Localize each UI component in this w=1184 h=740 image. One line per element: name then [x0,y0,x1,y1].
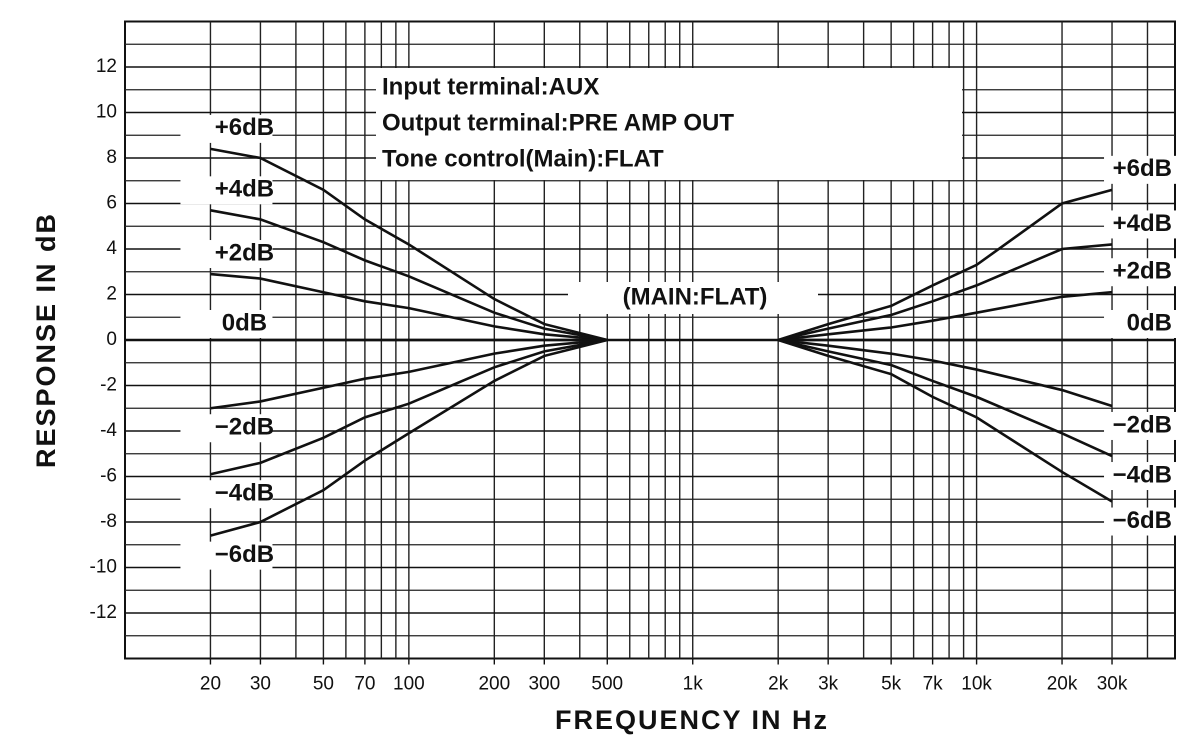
label-bg [1104,411,1184,440]
curve-label: −2dB [215,414,274,441]
label-bg [1104,155,1184,184]
annotation: Output terminal:PRE AMP OUT [382,109,734,136]
y-tick-label: -2 [100,375,117,396]
label-bg [180,176,273,205]
x-tick-label: 30 [250,674,271,695]
response-curve [778,290,1113,342]
x-tick-label: 70 [354,674,375,695]
y-tick-label: 2 [106,284,117,305]
label-bg [180,414,273,443]
label-bg [180,310,273,338]
label-bg [180,114,273,143]
response-curve [777,243,1113,342]
curve-label: 0dB [222,309,267,336]
y-tick-label: -8 [100,511,117,532]
x-tick-label: 2k [768,674,789,695]
x-axis-label: FREQUENCY IN Hz [555,705,829,735]
x-tick-label: 7k [923,674,944,695]
y-tick-label: 4 [106,238,117,259]
label-bg [1104,210,1184,239]
curve-label: +6dB [215,114,274,141]
label-bg [180,240,273,269]
curve-label: +2dB [215,239,274,266]
y-tick-label: -12 [90,602,117,623]
curve-label: −6dB [215,541,274,568]
response-curve [210,338,608,410]
y-tick-label: 0 [106,329,117,350]
label-bg [1104,507,1184,536]
annotation: Input terminal:AUX [382,73,599,100]
annotation: Tone control(Main):FLAT [382,145,664,172]
x-tick-label: 30k [1097,674,1128,695]
x-tick-label: 3k [818,674,839,695]
x-tick-label: 50 [313,674,334,695]
response-curve [210,338,608,537]
x-tick-label: 100 [393,674,425,695]
annotation-box [376,68,962,180]
response-curve [778,338,1113,408]
y-tick-label: 8 [106,147,117,168]
response-curve [777,338,1113,458]
y-tick-label: -4 [100,420,117,441]
label-bg [180,541,273,570]
x-tick-label: 5k [881,674,902,695]
y-tick-label: 6 [106,193,117,214]
y-tick-label: 12 [96,56,117,77]
curve-label: +6dB [1113,155,1172,182]
x-tick-label: 20 [200,674,221,695]
x-tick-label: 200 [478,674,510,695]
label-bg [180,480,273,509]
response-curve [210,338,608,476]
curve-label: −2dB [1113,411,1172,438]
curve-label: 0dB [1127,309,1172,336]
curve-label: −4dB [215,480,274,507]
x-tick-label: 10k [961,674,992,695]
response-curve [210,147,608,342]
x-tick-label: 500 [591,674,623,695]
response-curve [210,209,608,342]
annotation-box [568,282,818,314]
annotation: (MAIN:FLAT) [623,283,768,310]
response-curve [777,188,1113,342]
label-bg [1104,258,1184,287]
y-tick-label: 10 [96,102,117,123]
y-tick-label: -6 [100,466,117,487]
label-bg [1104,462,1184,491]
curve-label: +2dB [1113,258,1172,285]
y-tick-label: -10 [90,557,117,578]
response-curve [777,338,1113,503]
x-tick-label: 20k [1047,674,1078,695]
curve-label: −6dB [1113,507,1172,534]
x-tick-label: 1k [683,674,704,695]
x-tick-label: 300 [528,674,560,695]
curve-label: −4dB [1113,461,1172,488]
curve-label: +4dB [215,176,274,203]
curve-label: +4dB [1113,210,1172,237]
response-curve [210,272,608,342]
y-axis-label: RESPONSE IN dB [31,212,61,468]
label-bg [1104,310,1184,338]
